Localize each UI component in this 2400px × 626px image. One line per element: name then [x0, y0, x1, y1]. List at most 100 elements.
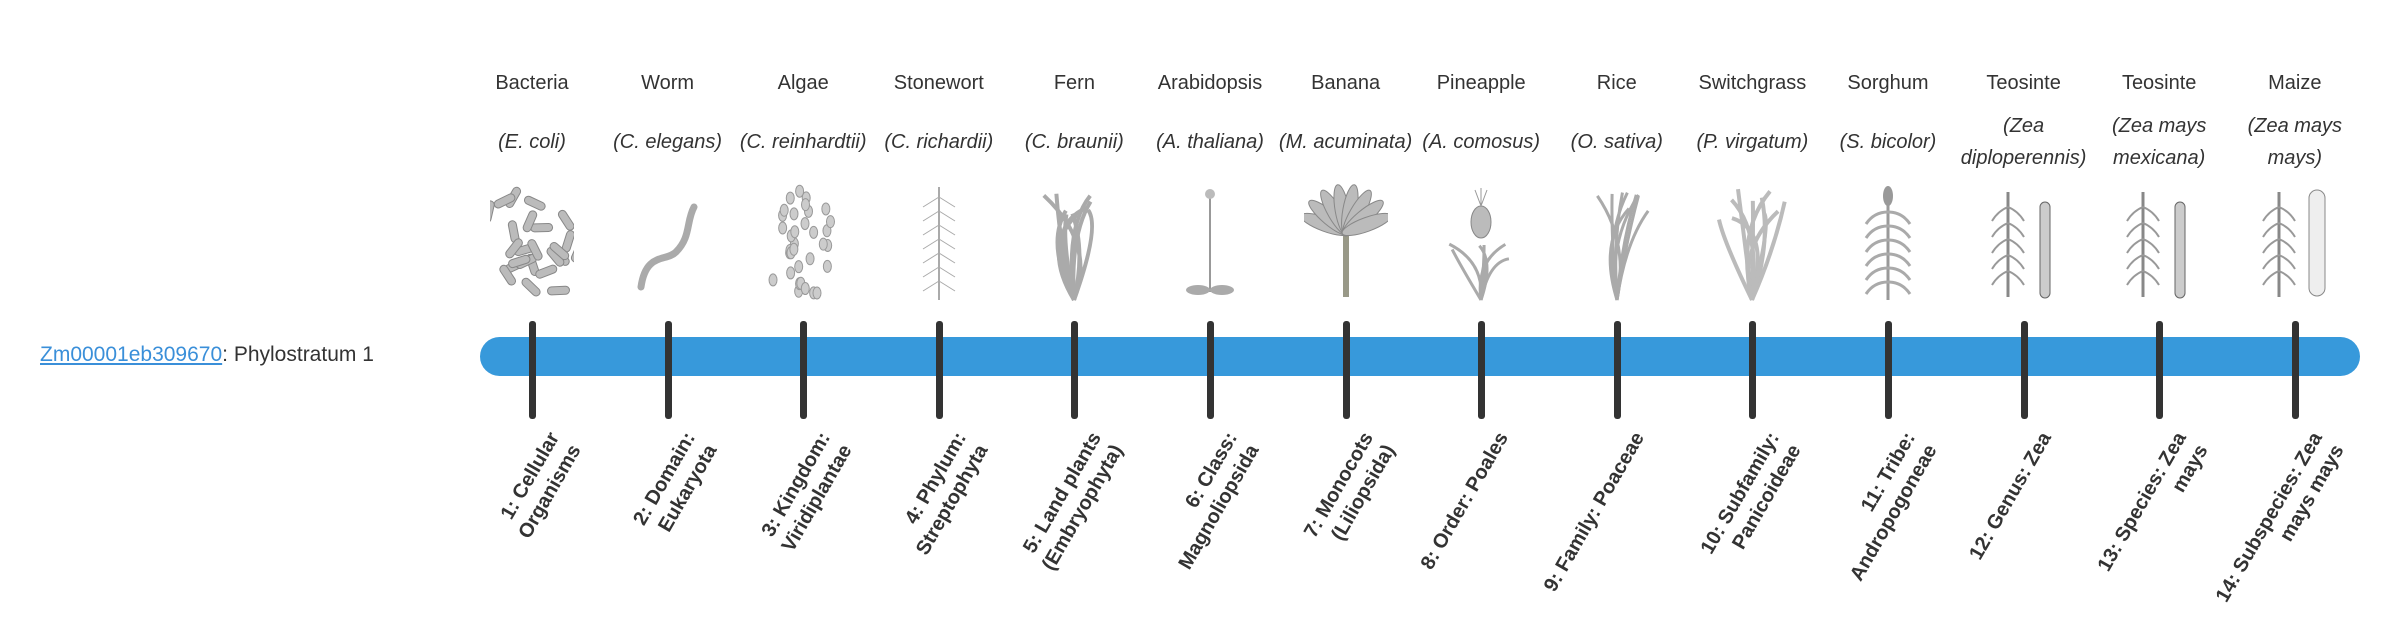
organism-common-name: Stonewort	[871, 60, 1007, 106]
stratum-tick	[2292, 321, 2299, 419]
organism-scientific-name: (O. sativa)	[1549, 106, 1685, 178]
stratum-tick	[1071, 321, 1078, 419]
scientific-name-text: (C. reinhardtii)	[740, 126, 867, 158]
rank-label: 8: Order: Poales	[1393, 428, 1515, 614]
organism-column: Rice (O. sativa)	[1549, 60, 1685, 302]
organism-column: Pineapple (A. comosus)	[1413, 60, 1549, 302]
organism-column: Stonewort (C. richardii)	[871, 60, 1007, 302]
organism-column: Teosinte (Zea diploperennis)	[1956, 60, 2092, 302]
organism-scientific-name: (E. coli)	[464, 106, 600, 178]
organism-column: Worm (C. elegans)	[600, 60, 736, 302]
scientific-name-text: (C. braunii)	[1025, 126, 1124, 158]
stratum-tick	[800, 321, 807, 419]
organism-column: Banana (M. acuminata)	[1278, 60, 1414, 302]
rank-label: 13: Species: Zea mays	[2071, 428, 2214, 626]
gene-label: Zm00001eb309670: Phylostratum 1	[40, 340, 374, 370]
organism-column: Switchgrass (P. virgatum)	[1684, 60, 1820, 302]
fern-illustration-icon	[1032, 182, 1116, 302]
rank-label: 7: Monocots (Liliopsida)	[1258, 428, 1401, 626]
rice-illustration-icon	[1575, 182, 1659, 302]
organism-common-name: Worm	[600, 60, 736, 106]
organism-scientific-name: (P. virgatum)	[1684, 106, 1820, 178]
pineapple-illustration-icon	[1439, 182, 1523, 302]
scientific-name-text: (A. thaliana)	[1156, 126, 1264, 158]
stratum-tick	[936, 321, 943, 419]
rank-label: 14: Subspecies: Zea mays mays	[2207, 428, 2350, 626]
worm-illustration-icon	[626, 182, 710, 302]
scientific-name-text: (A. comosus)	[1422, 126, 1540, 158]
rank-label: 6: Class: Magnoliopsida	[1122, 428, 1265, 626]
rank-label: 12: Genus: Zea	[1936, 428, 2058, 614]
stratum-tick	[1478, 321, 1485, 419]
stratum-tick	[665, 321, 672, 419]
stratum-tick	[529, 321, 536, 419]
organism-scientific-name: (S. bicolor)	[1820, 106, 1956, 178]
arabidopsis-illustration-icon	[1168, 182, 1252, 302]
stratum-tick	[1885, 321, 1892, 419]
phylostratum-text: : Phylostratum 1	[222, 343, 374, 366]
rank-label: 9: Family: Poaceae	[1529, 428, 1651, 614]
organism-common-name: Maize	[2227, 60, 2363, 106]
organism-column: Teosinte (Zea mays mexicana)	[2091, 60, 2227, 302]
organism-scientific-name: (C. richardii)	[871, 106, 1007, 178]
scientific-name-text: (E. coli)	[498, 126, 566, 158]
stonewort-illustration-icon	[897, 182, 981, 302]
organism-column: Arabidopsis (A. thaliana)	[1142, 60, 1278, 302]
organism-common-name: Bacteria	[464, 60, 600, 106]
gene-id-link[interactable]: Zm00001eb309670	[40, 343, 222, 366]
rank-label: 4: Phylum: Streptophyta	[851, 428, 994, 626]
phylostratum-bar	[480, 337, 2360, 376]
scientific-name-text: (Zea mays mexicana)	[2091, 110, 2227, 174]
teosinte-illustration-icon	[1982, 182, 2066, 302]
stratum-tick	[1614, 321, 1621, 419]
rank-label: 5: Land plants (Embryophyta)	[986, 428, 1129, 626]
organism-column: Maize (Zea mays mays)	[2227, 60, 2363, 302]
organism-scientific-name: (Zea mays mexicana)	[2091, 106, 2227, 178]
teosinte-illustration-icon	[2117, 182, 2201, 302]
bacteria-illustration-icon	[490, 182, 574, 302]
organism-common-name: Teosinte	[2091, 60, 2227, 106]
scientific-name-text: (C. elegans)	[613, 126, 722, 158]
scientific-name-text: (M. acuminata)	[1279, 126, 1412, 158]
stratum-tick	[1749, 321, 1756, 419]
organism-common-name: Fern	[1006, 60, 1142, 106]
organism-common-name: Arabidopsis	[1142, 60, 1278, 106]
organism-scientific-name: (M. acuminata)	[1278, 106, 1414, 178]
rank-label: 2: Domain: Eukaryota	[580, 428, 723, 626]
scientific-name-text: (C. richardii)	[884, 126, 993, 158]
scientific-name-text: (Zea mays mays)	[2227, 110, 2363, 174]
rank-label: 1: Cellular Organisms	[444, 428, 587, 626]
scientific-name-text: (P. virgatum)	[1696, 126, 1808, 158]
stratum-tick	[1343, 321, 1350, 419]
scientific-name-text: (S. bicolor)	[1840, 126, 1937, 158]
organism-column: Algae (C. reinhardtii)	[735, 60, 871, 302]
organism-common-name: Teosinte	[1956, 60, 2092, 106]
stratum-tick	[2156, 321, 2163, 419]
stratum-tick	[2021, 321, 2028, 419]
organism-scientific-name: (Zea diploperennis)	[1956, 106, 2092, 178]
organism-scientific-name: (A. comosus)	[1413, 106, 1549, 178]
organism-common-name: Sorghum	[1820, 60, 1956, 106]
organism-common-name: Pineapple	[1413, 60, 1549, 106]
rank-label: 3: Kingdom: Viridiplantae	[715, 428, 858, 626]
organism-common-name: Algae	[735, 60, 871, 106]
organism-common-name: Rice	[1549, 60, 1685, 106]
maize-illustration-icon	[2253, 182, 2337, 302]
rank-label: 10: Subfamily: Panicoideae	[1664, 428, 1807, 626]
sorghum-illustration-icon	[1846, 182, 1930, 302]
organism-column: Bacteria (E. coli)	[464, 60, 600, 302]
organism-column: Fern (C. braunii)	[1006, 60, 1142, 302]
scientific-name-text: (O. sativa)	[1571, 126, 1663, 158]
banana-illustration-icon	[1304, 182, 1388, 302]
switchgrass-illustration-icon	[1710, 182, 1794, 302]
organism-scientific-name: (C. braunii)	[1006, 106, 1142, 178]
scientific-name-text: (Zea diploperennis)	[1956, 110, 2092, 174]
organism-common-name: Banana	[1278, 60, 1414, 106]
organism-scientific-name: (A. thaliana)	[1142, 106, 1278, 178]
stratum-tick	[1207, 321, 1214, 419]
organism-common-name: Switchgrass	[1684, 60, 1820, 106]
algae-illustration-icon	[761, 182, 845, 302]
rank-label: 11: Tribe: Andropogoneae	[1800, 428, 1943, 626]
organism-scientific-name: (C. reinhardtii)	[735, 106, 871, 178]
organism-scientific-name: (C. elegans)	[600, 106, 736, 178]
